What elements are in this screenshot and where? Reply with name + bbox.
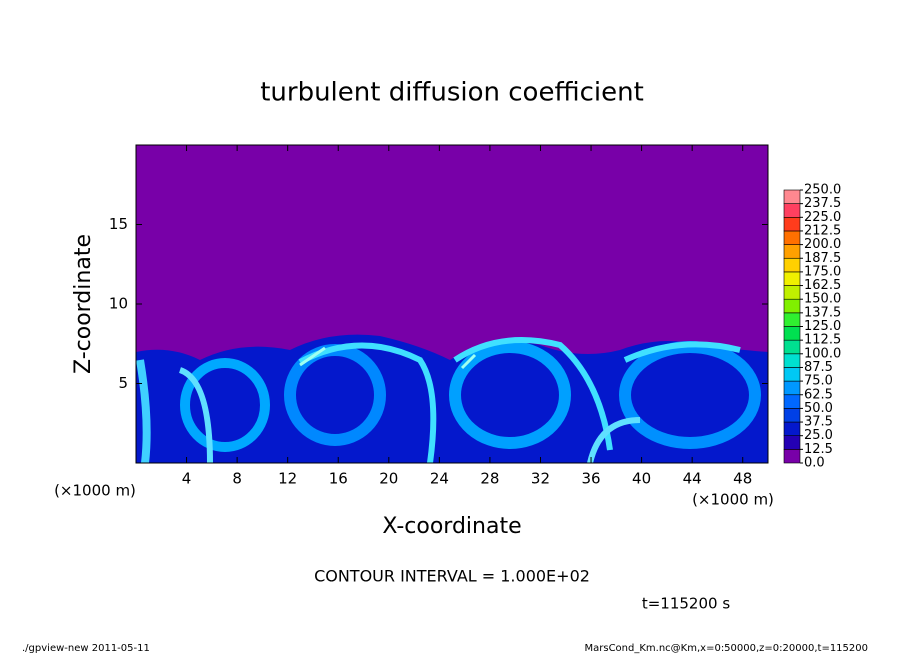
colorbar-band xyxy=(783,230,801,245)
colorbar-tick-label: 0.0 xyxy=(804,456,825,471)
colorbar-tick-label: 237.5 xyxy=(804,196,841,211)
colorbar-band xyxy=(783,203,801,218)
colorbar-band xyxy=(783,326,801,341)
colorbar-tick-label: 100.0 xyxy=(804,346,841,361)
colorbar-tick-label: 150.0 xyxy=(804,292,841,307)
colorbar-tick-label: 75.0 xyxy=(804,374,833,389)
x-tick-label: 12 xyxy=(278,470,297,488)
colorbar-tick-label: 212.5 xyxy=(804,223,841,238)
colorbar-tick-label: 162.5 xyxy=(804,278,841,293)
colorbar-band xyxy=(783,271,801,286)
y-unit: (×1000 m) xyxy=(692,491,774,509)
x-axis-label: X-coordinate xyxy=(382,514,521,539)
contour-interval: CONTOUR INTERVAL = 1.000E+02 xyxy=(314,567,590,586)
footer-right: MarsCond_Km.nc@Km,x=0:50000,z=0:20000,t=… xyxy=(585,643,869,654)
colorbar-band xyxy=(783,244,801,259)
colorbar-band xyxy=(783,449,801,464)
colorbar-band xyxy=(783,408,801,423)
colorbar-tick-label: 200.0 xyxy=(804,237,841,252)
colorbar-tick-label: 225.0 xyxy=(804,210,841,225)
colorbar-band xyxy=(783,353,801,368)
x-tick-label: 28 xyxy=(480,470,499,488)
colorbar-band xyxy=(783,421,801,436)
y-tick-label: 15 xyxy=(109,215,128,233)
x-tick-label: 48 xyxy=(733,470,752,488)
colorbar-band xyxy=(783,435,801,450)
x-tick-label: 24 xyxy=(430,470,449,488)
colorbar-tick-label: 62.5 xyxy=(804,387,833,402)
x-unit: (×1000 m) xyxy=(54,482,136,500)
colorbar-tick-label: 175.0 xyxy=(804,264,841,279)
colorbar-tick-label: 125.0 xyxy=(804,319,841,334)
colorbar-tick-label: 37.5 xyxy=(804,415,833,430)
x-tick-label: 36 xyxy=(581,470,600,488)
colorbar-tick-label: 87.5 xyxy=(804,360,833,375)
x-tick-label: 32 xyxy=(531,470,550,488)
time-label: t=115200 s xyxy=(642,595,730,613)
colorbar-tick-label: 50.0 xyxy=(804,401,833,416)
colorbar-band xyxy=(783,298,801,314)
colorbar-tick-label: 112.5 xyxy=(804,333,841,348)
y-axis-label: Z-coordinate xyxy=(71,234,96,374)
colorbar-band xyxy=(783,189,801,204)
contour-field xyxy=(136,145,768,463)
colorbar-band xyxy=(783,312,801,327)
colorbar-tick-label: 187.5 xyxy=(804,251,841,266)
x-tick-label: 20 xyxy=(379,470,398,488)
colorbar-band xyxy=(783,285,801,300)
colorbar-tick-label: 250.0 xyxy=(804,183,841,198)
footer-left: ./gpview-new 2011-05-11 xyxy=(22,643,150,654)
x-tick-label: 8 xyxy=(232,470,242,488)
colorbar-band xyxy=(783,394,801,409)
y-tick-label: 5 xyxy=(118,374,128,392)
colorbar-band xyxy=(783,380,801,396)
colorbar-band xyxy=(783,367,801,382)
x-tick-label: 4 xyxy=(182,470,192,488)
colorbar-band xyxy=(783,257,801,273)
x-tick-label: 44 xyxy=(683,470,702,488)
y-tick-label: 10 xyxy=(109,295,128,313)
colorbar-band xyxy=(783,339,801,355)
x-tick-label: 16 xyxy=(329,470,348,488)
colorbar-tick-label: 137.5 xyxy=(804,305,841,320)
colorbar-tick-label: 25.0 xyxy=(804,428,833,443)
colorbar-band xyxy=(783,217,801,232)
colorbar-tick-label: 12.5 xyxy=(804,442,833,457)
chart-title: turbulent diffusion coefficient xyxy=(260,78,644,108)
x-tick-label: 40 xyxy=(632,470,651,488)
